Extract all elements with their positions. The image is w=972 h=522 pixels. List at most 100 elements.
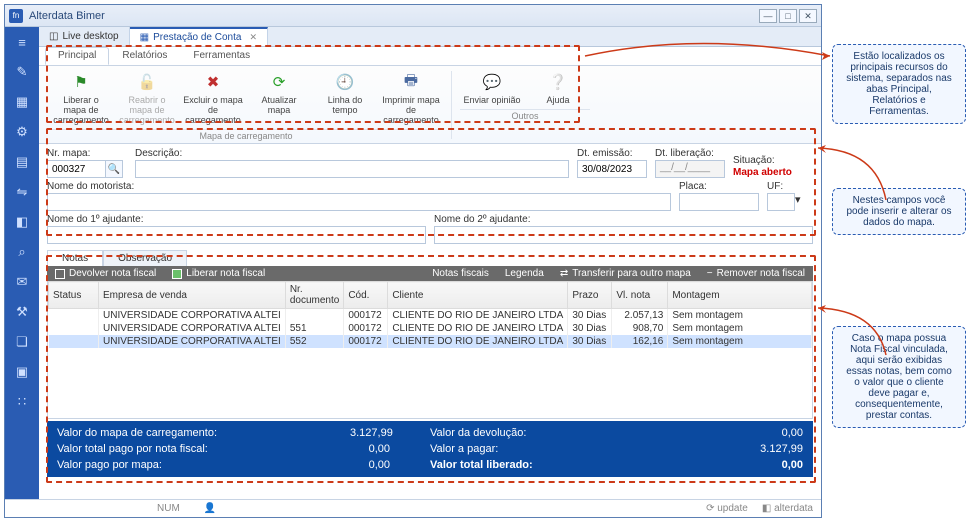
close-tab-icon[interactable]: ✕ bbox=[249, 32, 257, 43]
ribbon-button[interactable]: 💬Enviar opinião bbox=[460, 69, 524, 107]
titlebar: fn Alterdata Bimer — □ ✕ bbox=[5, 5, 821, 27]
statusbar: NUM 👤 ⟳ update ◧ alterdata bbox=[5, 499, 821, 517]
tab-label: Prestação de Conta bbox=[153, 32, 241, 43]
ribbon-icon: 🔓 bbox=[136, 71, 158, 93]
uf-input[interactable] bbox=[767, 193, 795, 211]
sidebar-icon[interactable]: ◧ bbox=[11, 211, 33, 233]
sidebar-icon[interactable]: ❏ bbox=[11, 331, 33, 353]
sidebar-icon[interactable]: ▣ bbox=[11, 361, 33, 383]
tab-prestacao[interactable]: ▦ Prestação de Conta ✕ bbox=[130, 27, 268, 46]
situacao-value: Mapa aberto bbox=[733, 167, 813, 178]
sidebar-icon[interactable]: ∷ bbox=[11, 391, 33, 413]
column-header[interactable]: Status bbox=[49, 282, 99, 309]
subtab-notas[interactable]: Notas bbox=[47, 250, 103, 266]
sidebar-icon[interactable]: ⚒ bbox=[11, 301, 33, 323]
aj1-input[interactable] bbox=[47, 226, 426, 244]
table-cell: 2.057,13 bbox=[612, 309, 668, 323]
descricao-input[interactable] bbox=[135, 160, 569, 178]
sidebar-icon[interactable]: ✎ bbox=[11, 61, 33, 83]
search-icon[interactable]: 🔍 bbox=[105, 160, 123, 178]
sidebar-icon[interactable]: ⚙ bbox=[11, 121, 33, 143]
table-cell: 000172 bbox=[344, 335, 388, 348]
column-header[interactable]: Montagem bbox=[668, 282, 812, 309]
ribbon-button[interactable]: ⟳Atualizar mapa bbox=[247, 69, 311, 127]
table-row[interactable]: UNIVERSIDADE CORPORATIVA ALTEI552000172C… bbox=[49, 335, 812, 348]
column-header[interactable]: Prazo bbox=[568, 282, 612, 309]
total-value: 0,00 bbox=[723, 459, 803, 471]
ribbon-button[interactable]: ⚑Liberar o mapa de carregamento bbox=[49, 69, 113, 127]
left-sidebar: ≡ ✎ ▦ ⚙ ▤ ⇋ ◧ ⌕ ✉ ⚒ ❏ ▣ ∷ bbox=[5, 27, 39, 499]
btn-label: Remover nota fiscal bbox=[717, 268, 805, 279]
label-aj2: Nome do 2º ajudante: bbox=[434, 214, 813, 225]
tab-icon: ▦ bbox=[140, 32, 149, 43]
sidebar-icon[interactable]: ⇋ bbox=[11, 181, 33, 203]
window-title: Alterdata Bimer bbox=[29, 10, 757, 22]
ribbon-group-label: Mapa de carregamento bbox=[49, 129, 443, 141]
legenda-button[interactable]: Legenda bbox=[497, 266, 552, 281]
ribbon-tab-relatorios[interactable]: Relatórios bbox=[109, 47, 180, 65]
column-header[interactable]: Cliente bbox=[388, 282, 568, 309]
ribbon-label: Ajuda bbox=[546, 95, 569, 105]
ribbon-button[interactable]: 🕘Linha do tempo bbox=[313, 69, 377, 127]
ribbon: Principal Relatórios Ferramentas ⚑Libera… bbox=[39, 47, 821, 144]
table-cell bbox=[49, 309, 99, 323]
column-header[interactable]: Vl. nota bbox=[612, 282, 668, 309]
notas-grid: StatusEmpresa de vendaNr. documentoCód.C… bbox=[47, 281, 813, 419]
column-header[interactable]: Nr. documento bbox=[285, 282, 343, 309]
app-window: fn Alterdata Bimer — □ ✕ ≡ ✎ ▦ ⚙ ▤ ⇋ ◧ ⌕ ✉ ⚒ ❏ ▣ ∷ ◫… bbox=[4, 4, 822, 518]
sidebar-icon[interactable]: ▦ bbox=[11, 91, 33, 113]
table-row[interactable]: UNIVERSIDADE CORPORATIVA ALTEI000172CLIE… bbox=[49, 309, 812, 323]
table-cell: 30 Dias bbox=[568, 322, 612, 335]
tab-icon: ◫ bbox=[49, 31, 58, 42]
ribbon-button[interactable]: 🖶Imprimir mapa de carregamento bbox=[379, 69, 443, 127]
sidebar-icon[interactable]: ⌕ bbox=[11, 241, 33, 263]
chevron-down-icon[interactable]: ▾ bbox=[795, 193, 801, 211]
subtab-observacao[interactable]: Observação bbox=[103, 250, 187, 266]
status-num: NUM bbox=[157, 503, 180, 514]
table-cell: Sem montagem bbox=[668, 335, 812, 348]
ribbon-label: Liberar o mapa de carregamento bbox=[51, 95, 111, 125]
total-value: 0,00 bbox=[350, 443, 430, 455]
ribbon-button[interactable]: ❔Ajuda bbox=[526, 69, 590, 107]
maximize-button[interactable]: □ bbox=[779, 9, 797, 23]
ribbon-label: Imprimir mapa de carregamento bbox=[381, 95, 441, 125]
sidebar-icon[interactable]: ▤ bbox=[11, 151, 33, 173]
remover-nota-button[interactable]: −Remover nota fiscal bbox=[699, 266, 813, 281]
column-header[interactable]: Cód. bbox=[344, 282, 388, 309]
total-label: Valor pago por mapa: bbox=[57, 459, 350, 471]
sidebar-icon[interactable]: ≡ bbox=[11, 31, 33, 53]
total-label: Valor total pago por nota fiscal: bbox=[57, 443, 350, 455]
label-placa: Placa: bbox=[679, 181, 759, 192]
ribbon-tab-ferramentas[interactable]: Ferramentas bbox=[180, 47, 263, 65]
table-cell: 551 bbox=[285, 322, 343, 335]
ribbon-icon: ✖ bbox=[202, 71, 224, 93]
column-header[interactable]: Empresa de venda bbox=[99, 282, 286, 309]
transferir-button[interactable]: ⇄Transferir para outro mapa bbox=[552, 266, 699, 281]
notas-fiscais-button[interactable]: Notas fiscais bbox=[424, 266, 497, 281]
user-icon: 👤 bbox=[204, 503, 216, 514]
label-situacao: Situação: bbox=[733, 155, 813, 166]
aj2-input[interactable] bbox=[434, 226, 813, 244]
callout-text: Estão localizados os principais recursos… bbox=[846, 51, 952, 117]
devolver-nota-button[interactable]: Devolver nota fiscal bbox=[47, 266, 164, 281]
table-row[interactable]: UNIVERSIDADE CORPORATIVA ALTEI551000172C… bbox=[49, 322, 812, 335]
document-tabs: ◫ Live desktop ▦ Prestação de Conta ✕ bbox=[39, 27, 821, 47]
dt-liberacao-readonly: __/__/____ bbox=[655, 160, 725, 178]
dt-emissao-input[interactable] bbox=[577, 160, 647, 178]
ribbon-label: Linha do tempo bbox=[315, 95, 375, 115]
liberar-nota-button[interactable]: Liberar nota fiscal bbox=[164, 266, 273, 281]
ribbon-tab-principal[interactable]: Principal bbox=[45, 47, 109, 65]
callout-form: Nestes campos você pode inserir e altera… bbox=[832, 188, 966, 235]
placa-input[interactable] bbox=[679, 193, 759, 211]
table-cell: 30 Dias bbox=[568, 335, 612, 348]
nr-mapa-input[interactable] bbox=[47, 160, 105, 178]
ribbon-label: Reabrir o mapa de carregamento bbox=[117, 95, 177, 125]
ribbon-label: Enviar opinião bbox=[463, 95, 520, 105]
motorista-input[interactable] bbox=[47, 193, 671, 211]
minimize-button[interactable]: — bbox=[759, 9, 777, 23]
total-label: Valor total liberado: bbox=[430, 459, 723, 471]
close-button[interactable]: ✕ bbox=[799, 9, 817, 23]
ribbon-button[interactable]: ✖Excluir o mapa de carregamento bbox=[181, 69, 245, 127]
sidebar-icon[interactable]: ✉ bbox=[11, 271, 33, 293]
tab-live-desktop[interactable]: ◫ Live desktop bbox=[39, 27, 130, 46]
